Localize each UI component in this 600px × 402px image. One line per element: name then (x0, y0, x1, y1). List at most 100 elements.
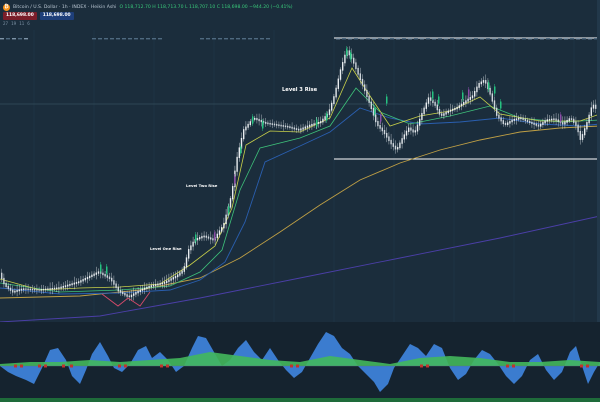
highlight-candle-body (252, 116, 254, 124)
indicator-strip-tick (582, 38, 586, 40)
indicator-strip-tick (360, 38, 364, 40)
candle-body (520, 117, 522, 120)
candle-body (75, 282, 78, 284)
indicator-strip-tick (236, 38, 240, 40)
candle-body (128, 295, 130, 298)
indicator-strip-tick (218, 38, 222, 40)
candle-body (159, 283, 161, 285)
ohlc-readout: O 118,712.70 H 118,713.70 L 118,707.10 C… (119, 4, 293, 10)
indicator-value: 19 (11, 21, 17, 26)
candle-body (568, 118, 570, 122)
candle-body (53, 287, 56, 290)
candle-body (463, 102, 465, 105)
candle-body (14, 290, 16, 293)
indicator-strips (0, 38, 598, 40)
indicator-strip-tick (516, 38, 520, 40)
ma-trend-purple-line (0, 215, 600, 322)
candle-body (5, 283, 7, 287)
candle-body (509, 121, 511, 124)
candle-body (361, 78, 364, 86)
indicator-strip-tick (456, 38, 460, 40)
candle-body (311, 123, 313, 126)
candle-body (166, 280, 168, 284)
candle-body (333, 96, 335, 104)
price-scale-edge[interactable] (597, 0, 600, 322)
highlight-candle-body (234, 176, 236, 184)
candle-body (388, 136, 390, 142)
indicator-strip-tick (6, 38, 10, 40)
candle-body (445, 111, 447, 115)
candle-body (317, 122, 320, 124)
moving-averages (0, 67, 600, 322)
candle-body (150, 285, 152, 288)
indicator-strip-tick (200, 38, 204, 40)
candle-body (511, 119, 513, 123)
candle-body (278, 124, 280, 126)
candle-body (408, 127, 410, 132)
candle-body (238, 147, 240, 159)
price-chart[interactable] (0, 0, 600, 322)
candle-body (124, 292, 126, 296)
candle-body (322, 118, 324, 123)
candle-body (282, 125, 284, 127)
symbol-title[interactable]: Bitcoin / U.S. Dollar · 1h · INDEX · Hei… (13, 4, 117, 10)
highlight-candle-body (326, 113, 328, 121)
oscillator-signal-mark (70, 364, 73, 368)
candle-body (533, 122, 535, 125)
candle-body (177, 274, 179, 278)
highlight-candle-body (350, 52, 352, 60)
highlight-candle-body (380, 114, 382, 122)
indicator-strip-tick (540, 38, 544, 40)
indicator-strip-tick (408, 38, 412, 40)
oscillator-pane[interactable] (0, 322, 600, 402)
bitcoin-icon[interactable]: ₿ (3, 3, 10, 11)
zigzag-pattern (101, 291, 151, 307)
candle-body (1, 272, 3, 280)
candle-body (196, 238, 199, 241)
candle-body (515, 118, 518, 121)
candle-body (348, 50, 350, 56)
indicator-strip-tick (414, 38, 418, 40)
candle-body (304, 126, 306, 129)
candle-body (245, 126, 247, 131)
candle-body (139, 289, 141, 292)
candle-body (493, 100, 496, 109)
indicator-strip-tick (420, 38, 424, 40)
candle-body (135, 292, 137, 295)
buy-button[interactable]: 118,698.00 (39, 12, 74, 20)
candle-body (570, 118, 573, 120)
candle-body (469, 97, 471, 100)
indicator-strip-tick (146, 38, 150, 40)
candle-body (551, 118, 553, 121)
candle-body (531, 121, 533, 124)
indicator-strip-tick (474, 38, 478, 40)
oscillator-signal-mark (426, 364, 429, 368)
candle-body (280, 124, 282, 127)
candle-body (95, 272, 97, 275)
sell-button[interactable]: 118,698.00 (3, 12, 37, 20)
candle-body (372, 107, 375, 116)
indicator-strip-tick (230, 38, 234, 40)
highlight-candle-body (488, 82, 490, 90)
candle-body (295, 128, 298, 130)
candle-body (449, 109, 452, 112)
candle-body (181, 270, 183, 274)
candle-body (27, 288, 29, 290)
candle-body (289, 126, 291, 129)
indicator-strip-tick (110, 38, 114, 40)
candle-body (163, 281, 166, 284)
candle-body (502, 120, 504, 125)
candle-body (306, 125, 309, 128)
candle-body (185, 257, 188, 268)
candle-body (190, 245, 192, 251)
candle-body (403, 134, 405, 140)
candle-body (460, 103, 463, 107)
candle-body (405, 130, 408, 136)
candle-body (588, 114, 590, 124)
candle-body (416, 124, 419, 132)
candle-body (557, 119, 559, 122)
candle-body (452, 108, 454, 111)
candle-body (577, 124, 579, 133)
candle-body (487, 82, 489, 90)
